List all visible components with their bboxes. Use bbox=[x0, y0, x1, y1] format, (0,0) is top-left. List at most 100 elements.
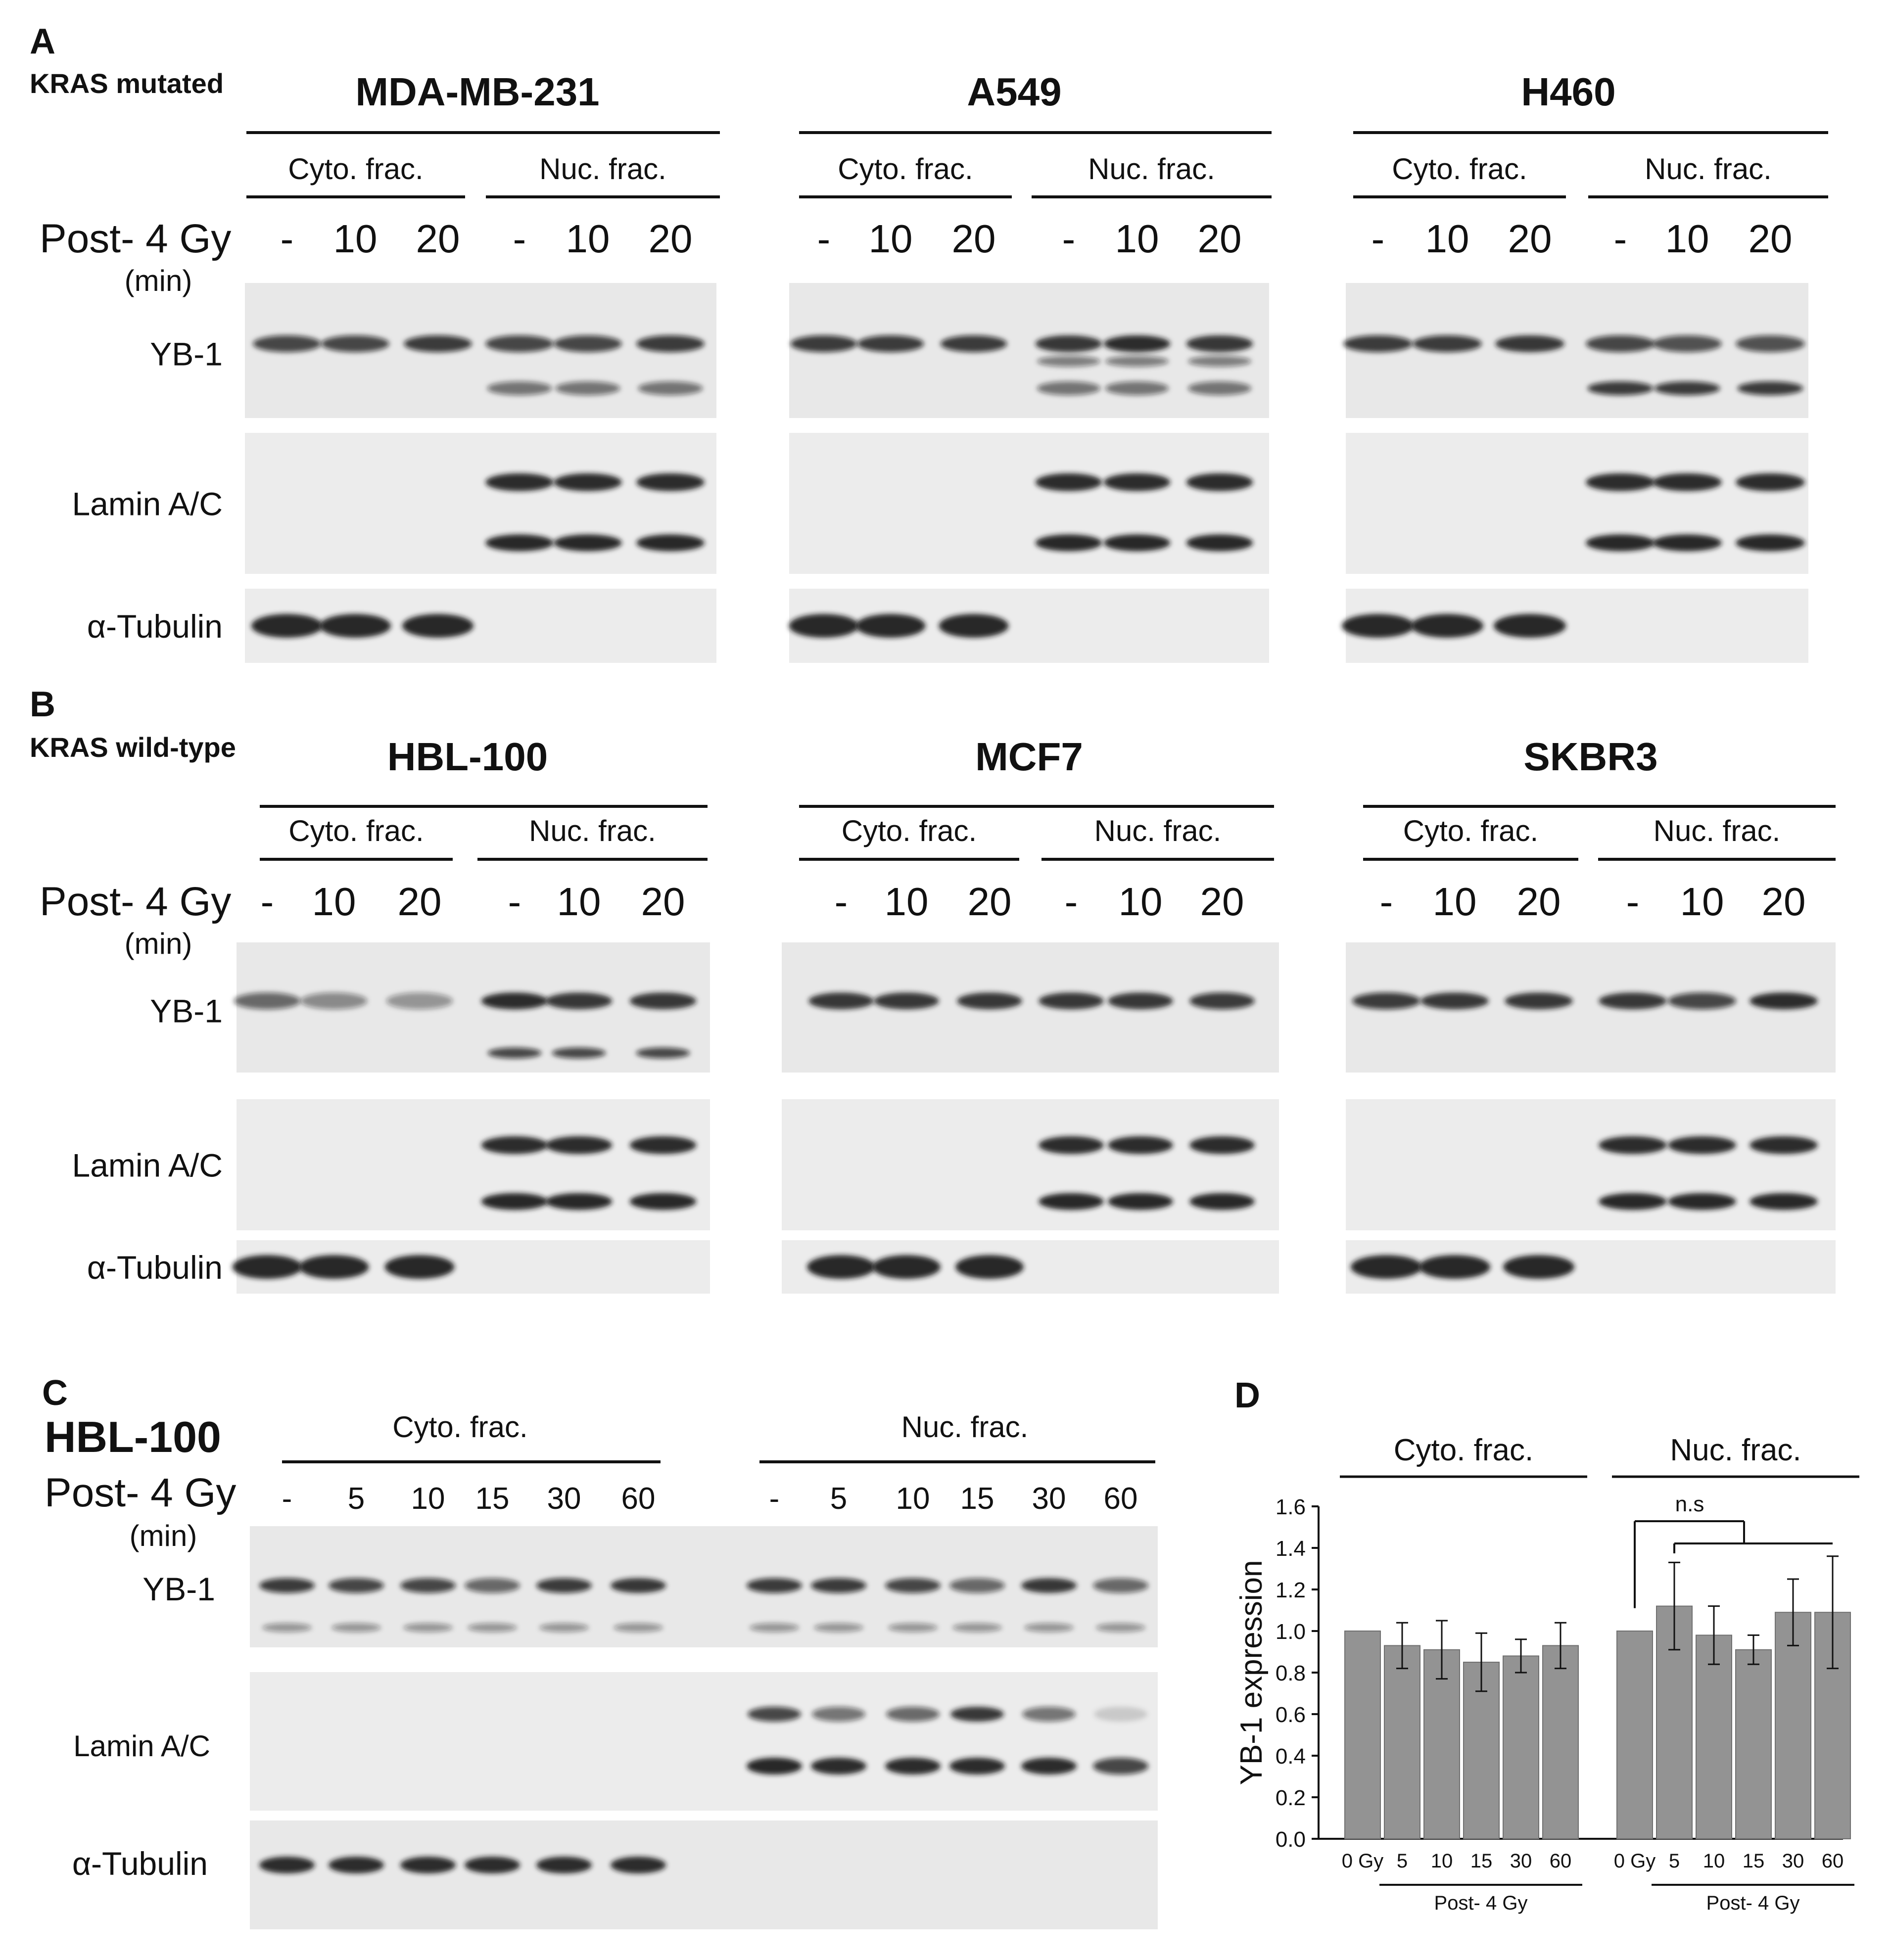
panel-c-lamin-c-band bbox=[1021, 1758, 1077, 1774]
x-tick-label: 30 bbox=[1782, 1850, 1804, 1872]
panel-c-lamin-c-band bbox=[1093, 1758, 1148, 1774]
panel-c-lamin-a-band bbox=[950, 1707, 1004, 1722]
panel-b-mcf7-lane-label: - bbox=[835, 880, 848, 924]
panel-b-skbr3-lamin-c-band bbox=[1599, 1193, 1667, 1210]
panel-b-hbl100-lane-label: 20 bbox=[398, 880, 442, 924]
panel-c-yb1-lower-band bbox=[468, 1623, 517, 1632]
fraction-label: Nuc. frac. bbox=[1670, 1433, 1801, 1467]
panel-b-mcf7-yb1-band bbox=[1039, 992, 1104, 1010]
panel-a-h460-lamin-a-band bbox=[1736, 473, 1805, 491]
panel-c-yb1-band bbox=[811, 1578, 866, 1593]
panel-a-a549-yb1-band bbox=[1035, 335, 1102, 352]
panel-b-hbl100-tubulin-band bbox=[299, 1255, 369, 1279]
x-tick-label: 10 bbox=[1703, 1850, 1725, 1872]
panel-b-hbl100-yb1-band bbox=[234, 992, 301, 1010]
panel-c-yb1-blot bbox=[250, 1526, 1158, 1647]
panel-a-mdamb231-yb1-band bbox=[253, 335, 321, 352]
panel-b-skbr3-tubulin-band bbox=[1350, 1255, 1422, 1279]
panel-b-hbl100-lane-label: - bbox=[508, 880, 521, 924]
panel-c-lane-label: - bbox=[769, 1482, 780, 1516]
panel-c-tubulin-band bbox=[259, 1857, 315, 1873]
panel-b-skbr3-lamin-a-band bbox=[1750, 1136, 1818, 1154]
panel-c-lamin-a-band bbox=[886, 1707, 940, 1722]
x-tick-label: 60 bbox=[1550, 1850, 1572, 1872]
panel-b-hbl100-lane-label: 10 bbox=[312, 880, 356, 924]
panel-a-a549-yb1-blot bbox=[789, 283, 1269, 418]
panel-a-h460-yb1-band bbox=[1495, 335, 1564, 352]
panel-b-skbr3-yb1-band bbox=[1599, 992, 1667, 1010]
panel-a-mdamb231-lamin-a-band bbox=[636, 473, 705, 491]
panel-b-hbl100-lamin-c-band bbox=[545, 1193, 613, 1210]
panel-c-yb1-lower-band bbox=[262, 1623, 312, 1632]
panel-c-lamin-c-band bbox=[949, 1758, 1005, 1774]
post-4gy-label: Post- 4 Gy bbox=[1434, 1892, 1528, 1914]
panel-a-a549-lane-label: 20 bbox=[952, 217, 996, 261]
panel-c-yb1-band bbox=[747, 1578, 802, 1593]
panel-c-lane-label: 5 bbox=[830, 1482, 847, 1516]
panel-c-cyto-label: Cyto. frac. bbox=[392, 1410, 527, 1444]
panel-a-h460-nuc-label: Nuc. frac. bbox=[1645, 152, 1772, 186]
panel-a-a549-yb1-lower-band bbox=[1037, 381, 1101, 395]
panel-a-h460-lamin-a-band bbox=[1653, 473, 1722, 491]
y-axis-label: YB-1 expression bbox=[1234, 1560, 1269, 1785]
panel-a-letter: A bbox=[30, 22, 55, 61]
panel-b-mcf7-yb1-band bbox=[1108, 992, 1173, 1010]
panel-c-lamin-a-band bbox=[748, 1707, 801, 1722]
panel-c-lane-label: 60 bbox=[1104, 1482, 1138, 1516]
panel-c-yb1-lower-band bbox=[1024, 1623, 1074, 1632]
x-tick-label: 0 Gy bbox=[1342, 1850, 1383, 1872]
panel-c-lamin-a-band bbox=[1022, 1707, 1076, 1722]
panel-a-h460-yb1-band bbox=[1586, 335, 1655, 352]
panel-a-mdamb231-tubulin-band bbox=[251, 614, 323, 638]
panel-c-lane-label: 10 bbox=[896, 1482, 930, 1516]
panel-c-yb1-band bbox=[611, 1578, 666, 1593]
panel-a-a549-yb1-mid-band bbox=[1105, 356, 1169, 367]
panel-a-a549-yb1-band bbox=[857, 335, 924, 352]
panel-c-yb1-lower-band bbox=[814, 1623, 863, 1632]
panel-b-hbl100-tubulin-band bbox=[384, 1255, 455, 1279]
panel-b-mcf7-nuc-label: Nuc. frac. bbox=[1094, 814, 1222, 847]
panel-a-mdamb231-lane-label: 20 bbox=[649, 217, 693, 261]
panel-a-mdamb231-yb1-band bbox=[636, 335, 705, 352]
panel-a-h460-title: H460 bbox=[1521, 70, 1615, 114]
panel-a-a549-yb1-lower-band bbox=[1105, 381, 1169, 395]
panel-c-yb1-band bbox=[949, 1578, 1005, 1593]
panel-a-a549-title: A549 bbox=[967, 70, 1061, 114]
panel-c-yb1-band bbox=[536, 1578, 592, 1593]
panel-a-h460-yb1-lower-band bbox=[1654, 381, 1720, 395]
blot-layer bbox=[232, 283, 1836, 1929]
panel-b-mcf7-yb1-band bbox=[957, 992, 1022, 1010]
panel-c-yb1-lower-band bbox=[614, 1623, 663, 1632]
panel-b-mcf7-tubulin-band bbox=[955, 1255, 1024, 1279]
bar bbox=[1423, 1649, 1460, 1840]
panel-a-a549-yb1-band bbox=[940, 335, 1007, 352]
panel-b-hbl100-lamin-a-band bbox=[545, 1136, 613, 1154]
lamin-label-a: Lamin A/C bbox=[72, 486, 223, 522]
panel-a-mdamb231-yb1-lower-band bbox=[487, 381, 552, 395]
panel-c-lane-label: 15 bbox=[960, 1482, 994, 1516]
panel-c-lamin-label: Lamin A/C bbox=[73, 1729, 210, 1763]
panel-b-hbl100-yb1-lower-band bbox=[487, 1047, 542, 1059]
panel-b-skbr3-tubulin-band bbox=[1419, 1255, 1491, 1279]
significance-label: n.s bbox=[1675, 1492, 1704, 1516]
panel-a-a549-lane-label: 10 bbox=[869, 217, 913, 261]
panel-b-skbr3-lane-label: 10 bbox=[1680, 880, 1724, 924]
panel-a-a549-lane-label: 10 bbox=[1115, 217, 1159, 261]
y-tick-label: 1.4 bbox=[1276, 1537, 1306, 1561]
panel-c-yb1-lower-band bbox=[750, 1623, 799, 1632]
panel-b-skbr3-lamin-blot bbox=[1346, 1099, 1836, 1230]
post-4gy-label-a: Post- 4 Gy bbox=[40, 216, 231, 261]
panel-a-mdamb231-cyto-label: Cyto. frac. bbox=[288, 152, 423, 186]
panel-a-group-label: KRAS mutated bbox=[30, 68, 224, 99]
panel-a-a549-cyto-label: Cyto. frac. bbox=[838, 152, 973, 186]
panel-a-mdamb231-yb1-lower-band bbox=[555, 381, 620, 395]
panel-b-skbr3-cyto-label: Cyto. frac. bbox=[1403, 814, 1538, 847]
panel-a-a549-lane-label: - bbox=[1062, 217, 1076, 261]
panel-a-h460-yb1-band bbox=[1736, 335, 1805, 352]
panel-b-mcf7-title: MCF7 bbox=[975, 735, 1083, 779]
panel-c-yb1-lower-band bbox=[952, 1623, 1002, 1632]
panel-c-letter: C bbox=[42, 1373, 68, 1413]
panel-c-yb1-lower-band bbox=[539, 1623, 589, 1632]
panel-c-cell-line: HBL-100 bbox=[45, 1412, 221, 1461]
